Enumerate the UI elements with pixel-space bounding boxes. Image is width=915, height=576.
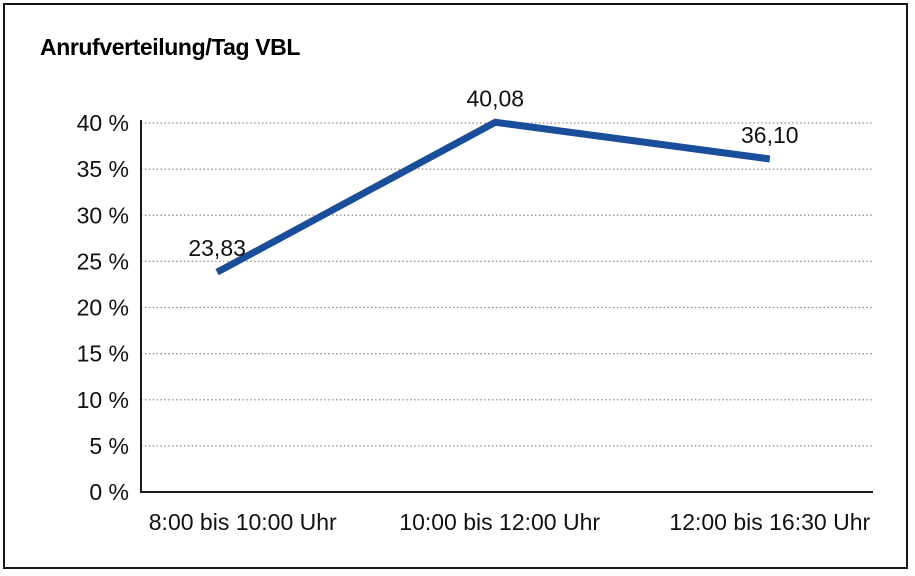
chart-title: Anrufverteilung/Tag VBL	[40, 34, 300, 60]
y-tick-label-15: 15 %	[77, 341, 129, 367]
y-tick-label-5: 5 %	[89, 433, 129, 459]
data-label-0: 23,83	[188, 235, 246, 261]
y-tick-label-25: 25 %	[77, 248, 129, 274]
y-tick-label-0: 0 %	[89, 479, 129, 505]
series-line	[215, 118, 771, 276]
y-tick-label-20: 20 %	[77, 295, 129, 321]
x-tick-label-2: 12:00 bis 16:30 Uhr	[669, 509, 870, 535]
data-label-2: 36,10	[741, 122, 799, 148]
y-tick-label-30: 30 %	[77, 202, 129, 228]
data-label-1: 40,08	[467, 85, 525, 111]
y-tick-label-10: 10 %	[77, 387, 129, 413]
x-tick-label-1: 10:00 bis 12:00 Uhr	[399, 509, 600, 535]
y-tick-label-40: 40 %	[77, 110, 129, 136]
y-tick-label-35: 35 %	[77, 156, 129, 182]
x-tick-label-0: 8:00 bis 10:00 Uhr	[149, 509, 337, 535]
